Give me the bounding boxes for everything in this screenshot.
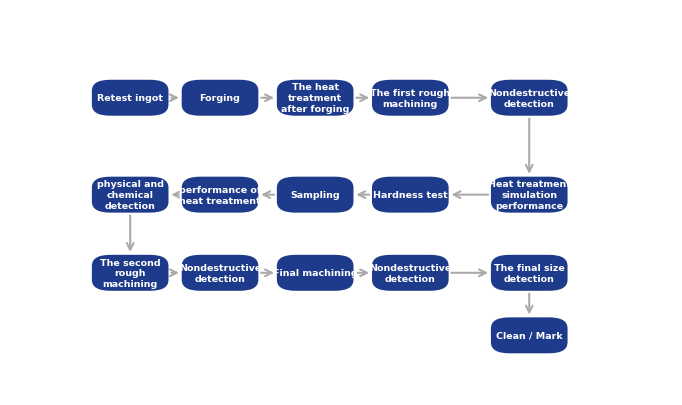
FancyBboxPatch shape bbox=[277, 81, 353, 116]
FancyBboxPatch shape bbox=[372, 255, 449, 291]
Text: physical and
chemical
detection: physical and chemical detection bbox=[97, 180, 164, 210]
FancyBboxPatch shape bbox=[491, 177, 567, 213]
Text: Nondestructive
detection: Nondestructive detection bbox=[179, 263, 261, 283]
FancyBboxPatch shape bbox=[92, 255, 168, 291]
FancyBboxPatch shape bbox=[372, 81, 449, 116]
Text: Heat treatment
simulation
performance: Heat treatment simulation performance bbox=[488, 180, 571, 210]
FancyBboxPatch shape bbox=[491, 255, 567, 291]
FancyBboxPatch shape bbox=[277, 177, 353, 213]
Text: The final size
detection: The final size detection bbox=[494, 263, 565, 283]
FancyBboxPatch shape bbox=[491, 318, 567, 354]
Text: The second
rough
machining: The second rough machining bbox=[100, 258, 160, 288]
FancyBboxPatch shape bbox=[372, 177, 449, 213]
Text: Retest ingot: Retest ingot bbox=[97, 94, 163, 103]
FancyBboxPatch shape bbox=[92, 177, 168, 213]
Text: Nondestructive
detection: Nondestructive detection bbox=[369, 263, 451, 283]
Text: Sampling: Sampling bbox=[291, 191, 340, 200]
FancyBboxPatch shape bbox=[277, 255, 353, 291]
Text: Nondestructive
detection: Nondestructive detection bbox=[488, 89, 570, 109]
Text: performance of
heat treatment: performance of heat treatment bbox=[179, 185, 261, 205]
Text: Final machining: Final machining bbox=[273, 269, 357, 277]
FancyBboxPatch shape bbox=[92, 81, 168, 116]
FancyBboxPatch shape bbox=[181, 81, 258, 116]
Text: Forging: Forging bbox=[200, 94, 241, 103]
Text: The heat
treatment
after forging: The heat treatment after forging bbox=[281, 83, 349, 114]
FancyBboxPatch shape bbox=[491, 81, 567, 116]
FancyBboxPatch shape bbox=[181, 177, 258, 213]
Text: The first rough
machining: The first rough machining bbox=[370, 89, 450, 109]
Text: Clean / Mark: Clean / Mark bbox=[496, 331, 563, 340]
Text: Hardness test: Hardness test bbox=[373, 191, 447, 200]
FancyBboxPatch shape bbox=[181, 255, 258, 291]
